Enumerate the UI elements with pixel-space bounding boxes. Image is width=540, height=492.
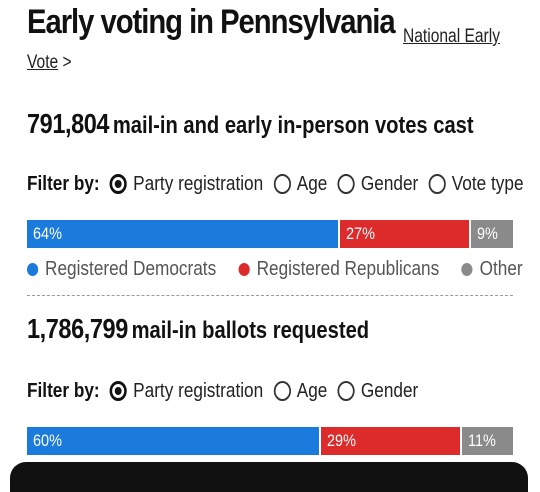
bottom-panel <box>10 462 528 492</box>
legend-dot-other <box>461 262 473 276</box>
filter-option-gender[interactable]: Gender <box>337 172 419 196</box>
page-header: Early voting in Pennsylvania <box>27 3 517 43</box>
filter-option-label: Party registration <box>133 172 264 195</box>
filter-option-label: Gender <box>360 379 419 402</box>
filter-option-gender[interactable]: Gender <box>337 379 419 403</box>
radio-icon[interactable] <box>337 381 355 401</box>
page-title: Early voting in Pennsylvania <box>27 3 396 41</box>
legend-label: Registered Republicans <box>256 257 440 280</box>
bar-segment-label: 9% <box>477 224 499 243</box>
radio-icon[interactable] <box>428 174 446 194</box>
votes-cast-party-bar: 64% 27% 9% <box>27 220 513 248</box>
legend-dot-democrats <box>27 262 39 276</box>
legend-item-other: Other <box>461 257 523 281</box>
radio-selected-icon[interactable] <box>109 174 128 194</box>
filter-option-party-registration[interactable]: Party registration <box>109 379 264 403</box>
filter-label: Filter by: <box>27 379 100 402</box>
bar-segment-label: 29% <box>326 431 356 450</box>
filter-option-party-registration[interactable]: Party registration <box>109 172 264 196</box>
votes-cast-headline: 791,804 mail-in and early in-person vote… <box>27 108 474 140</box>
filter-option-label: Age <box>296 379 328 402</box>
radio-icon[interactable] <box>337 174 355 194</box>
filter-option-label: Gender <box>360 172 419 195</box>
legend-dot-republicans <box>238 262 250 276</box>
bar-segment-democrats: 60% <box>27 427 319 455</box>
filter-option-label: Vote type <box>451 172 524 195</box>
ballots-requested-filter: Filter by: Party registration Age Gender <box>27 376 429 406</box>
bar-segment-other: 11% <box>459 427 513 455</box>
radio-icon[interactable] <box>273 381 291 401</box>
party-legend: Registered Democrats Registered Republic… <box>27 258 540 280</box>
filter-option-vote-type[interactable]: Vote type <box>428 172 524 196</box>
radio-selected-icon[interactable] <box>109 381 128 401</box>
legend-label: Other <box>479 257 523 280</box>
filter-option-label: Party registration <box>133 379 264 402</box>
filter-option-label: Age <box>296 172 328 195</box>
ballots-requested-label: mail-in ballots requested <box>131 317 370 344</box>
votes-cast-filter: Filter by: Party registration Age Gender… <box>27 169 534 199</box>
chevron-right-icon: > <box>62 52 72 73</box>
ballots-requested-headline: 1,786,799 mail-in ballots requested <box>27 313 369 345</box>
filter-label: Filter by: <box>27 172 100 195</box>
bar-segment-democrats: 64% <box>27 220 339 248</box>
filter-option-age[interactable]: Age <box>273 173 327 196</box>
national-early-vote-link-continued[interactable]: Vote > <box>27 52 72 74</box>
bar-segment-label: 60% <box>33 431 62 450</box>
ballots-requested-party-bar: 60% 29% 11% <box>27 427 513 455</box>
votes-cast-label: mail-in and early in-person votes cast <box>112 112 474 139</box>
ballots-requested-count: 1,786,799 <box>27 313 128 344</box>
national-early-vote-link[interactable]: National Early <box>403 26 500 47</box>
legend-label: Registered Democrats <box>45 257 217 280</box>
bar-segment-republicans: 29% <box>318 427 460 455</box>
bar-segment-label: 11% <box>467 431 496 450</box>
bar-segment-label: 27% <box>346 224 375 243</box>
legend-item-republicans: Registered Republicans <box>238 257 440 281</box>
section-divider <box>27 295 513 296</box>
radio-icon[interactable] <box>273 174 291 194</box>
bar-segment-label: 64% <box>33 224 62 243</box>
votes-cast-count: 791,804 <box>27 108 110 139</box>
bar-segment-other: 9% <box>469 220 513 248</box>
legend-item-democrats: Registered Democrats <box>27 258 216 281</box>
bar-segment-republicans: 27% <box>338 220 470 248</box>
national-early-vote-link-text[interactable]: Vote <box>27 52 59 73</box>
filter-option-age[interactable]: Age <box>273 380 327 403</box>
